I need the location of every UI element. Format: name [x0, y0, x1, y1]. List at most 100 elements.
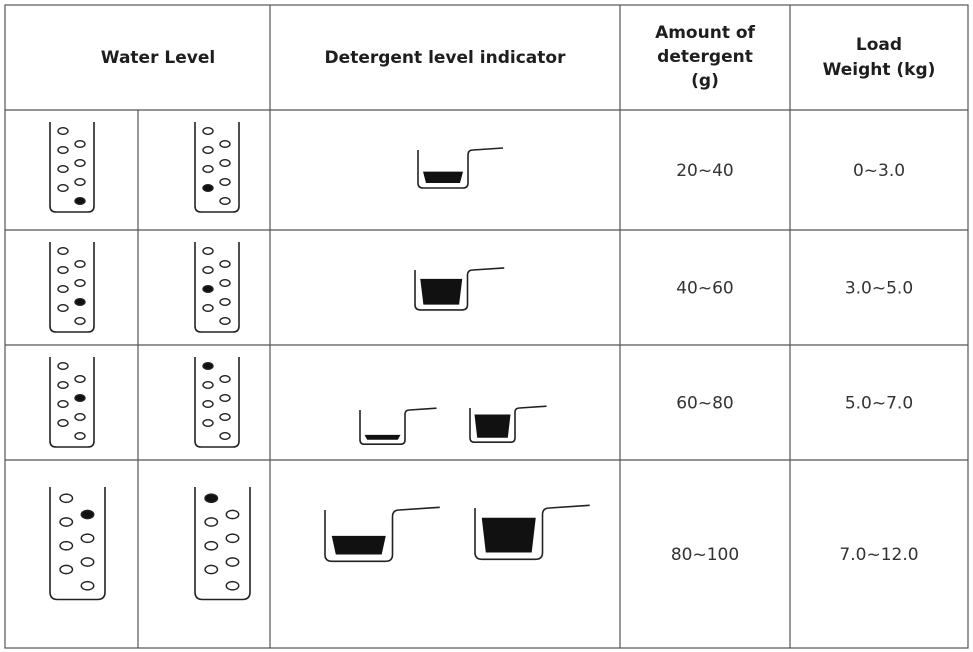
water-dot [219, 298, 231, 307]
water-dot [57, 362, 69, 371]
header-weight: Weight (kg) [823, 60, 936, 80]
water-dot [57, 381, 69, 390]
water-dot [74, 177, 86, 186]
water-dot [57, 246, 69, 255]
water-dot [219, 375, 231, 384]
water-dot [59, 564, 74, 575]
water-dot [219, 177, 231, 186]
water-dot [225, 533, 240, 544]
water-dot [74, 298, 86, 307]
water-dot [225, 557, 240, 567]
cup-fill [364, 434, 401, 440]
weight: 0~3.0 [853, 161, 905, 181]
water-gauge [194, 242, 240, 333]
water-dot [74, 139, 86, 148]
water-dot [219, 317, 231, 326]
water-dot [202, 381, 214, 390]
header-weight: Load [856, 35, 902, 55]
water-dot [57, 145, 69, 154]
weight: 5.0~7.0 [845, 394, 913, 414]
water-dot [57, 266, 69, 275]
water-dot [74, 394, 86, 403]
header-amount: (g) [691, 71, 719, 91]
header-water-level: Water Level [101, 48, 215, 68]
cup-fill [481, 517, 536, 553]
water-dot [59, 517, 74, 527]
water-gauge [49, 242, 95, 333]
water-gauge [194, 357, 240, 448]
water-dot [202, 266, 214, 275]
header-indicator: Detergent level indicator [325, 48, 567, 68]
water-dot [57, 304, 69, 313]
water-dot [57, 183, 69, 192]
cup [417, 147, 504, 189]
water-dot [204, 540, 219, 551]
water-dot [59, 540, 74, 551]
water-dot [202, 126, 214, 135]
water-dot [57, 400, 69, 409]
water-gauge [194, 122, 240, 213]
water-gauge [194, 487, 251, 601]
water-dot [74, 158, 86, 167]
water-gauge [49, 487, 106, 601]
header-amount: detergent [657, 47, 753, 67]
water-dot [202, 304, 214, 313]
water-dot [57, 285, 69, 294]
water-dot [204, 493, 219, 504]
water-dot [57, 419, 69, 428]
water-dot [219, 260, 231, 269]
water-dot [80, 533, 95, 544]
water-dot [74, 375, 86, 384]
water-dot [59, 493, 74, 504]
water-dot [74, 432, 86, 441]
header-amount: Amount of [655, 23, 755, 43]
water-dot [225, 509, 240, 520]
water-dot [57, 164, 69, 173]
water-dot [202, 183, 214, 192]
water-dot [202, 400, 214, 409]
water-dot [80, 509, 95, 520]
water-dot [74, 317, 86, 326]
cup [469, 405, 547, 443]
water-gauge [49, 357, 95, 448]
water-dot [202, 362, 214, 371]
water-dot [204, 564, 219, 575]
water-dot [202, 285, 214, 294]
water-dot [219, 158, 231, 167]
water-dot [202, 145, 214, 154]
weight: 3.0~5.0 [845, 279, 913, 299]
icons [49, 122, 590, 601]
cup-fill [331, 535, 386, 555]
water-dot [74, 196, 86, 205]
water-dot [219, 139, 231, 148]
water-gauge [49, 122, 95, 213]
water-dot [57, 126, 69, 135]
water-dot [204, 517, 219, 527]
grid [4, 4, 969, 649]
water-dot [202, 246, 214, 255]
amount: 60~80 [676, 394, 734, 414]
water-dot [219, 279, 231, 288]
water-dot [219, 413, 231, 422]
water-dot [80, 557, 95, 567]
cup [474, 504, 590, 561]
water-dot [219, 196, 231, 205]
water-dot [74, 413, 86, 422]
cup-fill [423, 171, 463, 183]
water-dot [74, 279, 86, 288]
cup [414, 267, 505, 311]
amount: 40~60 [676, 279, 734, 299]
water-dot [202, 419, 214, 428]
weight: 7.0~12.0 [839, 545, 918, 565]
cup [359, 407, 437, 445]
water-dot [225, 580, 240, 591]
cup [324, 506, 440, 563]
water-dot [219, 432, 231, 441]
amount: 80~100 [671, 545, 739, 565]
water-dot [80, 580, 95, 591]
water-dot [202, 164, 214, 173]
cup-fill [420, 278, 463, 305]
water-dot [74, 260, 86, 269]
